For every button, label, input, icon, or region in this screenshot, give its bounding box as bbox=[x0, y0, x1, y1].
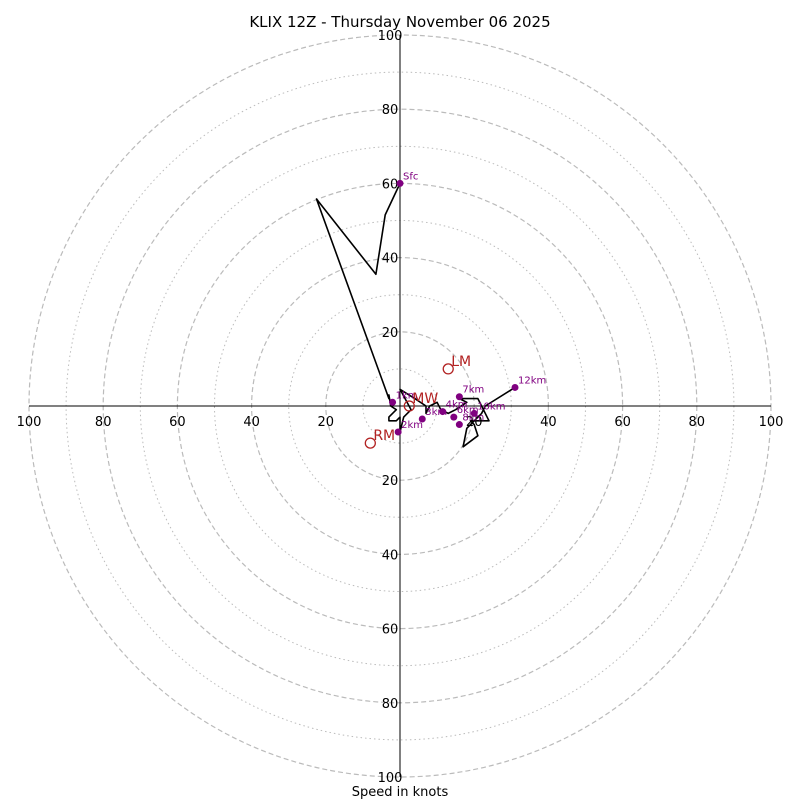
tick-label-right: 20 bbox=[466, 415, 483, 430]
tick-label-left: 20 bbox=[318, 415, 335, 430]
height-label-3km: 3km bbox=[425, 407, 447, 418]
height-marker-10km bbox=[470, 409, 478, 417]
tick-label-bottom: 20 bbox=[382, 474, 399, 489]
height-label-10km: 10km bbox=[477, 401, 505, 412]
height-marker-2km bbox=[394, 428, 402, 436]
height-label-8km: 8km bbox=[462, 413, 484, 424]
chart-title: KLIX 12Z - Thursday November 06 2025 bbox=[249, 13, 550, 31]
height-label-Sfc: Sfc bbox=[403, 171, 418, 182]
tick-label-right: 40 bbox=[540, 415, 557, 430]
storm-label-RM: RM bbox=[373, 428, 395, 444]
tick-label-right: 80 bbox=[689, 415, 706, 430]
tick-label-top: 60 bbox=[382, 177, 399, 192]
height-marker-1km bbox=[389, 398, 397, 406]
tick-label-left: 100 bbox=[17, 415, 42, 430]
tick-label-left: 60 bbox=[169, 415, 186, 430]
tick-labels: 20 40 60 80 100 20 40 60 80 100 100 80 60 40 20 20 40 60 8… bbox=[17, 29, 784, 786]
storm-motion-markers: LM MW RM bbox=[364, 354, 471, 449]
height-marker-8km bbox=[455, 421, 463, 429]
storm-marker-RM bbox=[364, 437, 376, 449]
tick-label-top: 20 bbox=[382, 326, 399, 341]
height-marker-4km bbox=[439, 408, 447, 416]
height-label-1km: 1km bbox=[396, 390, 418, 401]
height-marker-6km bbox=[450, 413, 458, 421]
height-marker-12km bbox=[511, 383, 519, 391]
tick-label-right: 60 bbox=[614, 415, 631, 430]
tick-label-bottom: 100 bbox=[378, 771, 403, 786]
tick-label-top: 80 bbox=[382, 103, 399, 118]
height-label-2km: 2km bbox=[401, 420, 423, 431]
storm-label-MW: MW bbox=[412, 391, 438, 407]
storm-label-LM: LM bbox=[451, 354, 471, 370]
tick-label-left: 80 bbox=[95, 415, 112, 430]
height-marker-3km bbox=[418, 415, 426, 423]
tick-label-bottom: 60 bbox=[382, 623, 399, 638]
height-label-12km: 12km bbox=[518, 375, 546, 386]
height-label-6km: 6km bbox=[457, 405, 479, 416]
axes bbox=[29, 35, 771, 777]
tick-label-bottom: 80 bbox=[382, 697, 399, 712]
storm-marker-LM bbox=[442, 363, 454, 375]
x-axis-label: Speed in knots bbox=[352, 785, 449, 800]
tick-label-bottom: 40 bbox=[382, 548, 399, 563]
height-label-7km: 7km bbox=[462, 385, 484, 396]
height-label-4km: 4km bbox=[446, 400, 468, 411]
height-marker-7km bbox=[455, 393, 463, 401]
tick-label-top: 40 bbox=[382, 252, 399, 267]
tick-label-right: 100 bbox=[759, 415, 784, 430]
tick-label-top: 100 bbox=[378, 29, 403, 44]
storm-marker-MW bbox=[403, 400, 415, 412]
tick-label-left: 40 bbox=[243, 415, 260, 430]
height-marker-Sfc bbox=[396, 179, 404, 187]
